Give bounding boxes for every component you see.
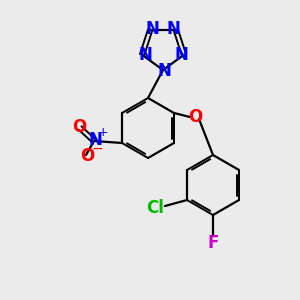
Text: N: N [175, 46, 189, 64]
Text: N: N [88, 131, 102, 149]
Text: N: N [138, 46, 152, 64]
Text: N: N [167, 20, 181, 38]
Text: O: O [72, 118, 86, 136]
Text: +: + [98, 125, 108, 139]
Text: F: F [207, 234, 219, 252]
Text: O: O [188, 108, 202, 126]
Text: N: N [145, 20, 159, 38]
Text: N: N [157, 62, 171, 80]
Text: −: − [91, 142, 103, 156]
Text: O: O [80, 147, 94, 165]
Text: Cl: Cl [146, 199, 164, 217]
